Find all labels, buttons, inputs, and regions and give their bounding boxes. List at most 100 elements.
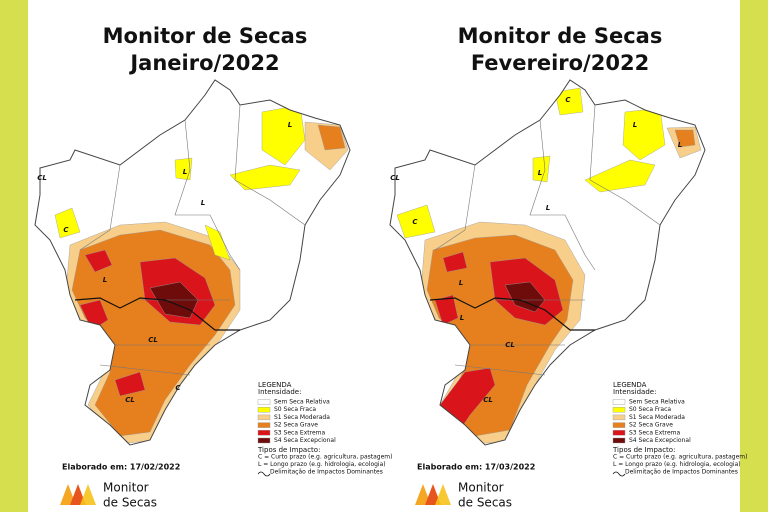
title: Monitor de Secas (458, 24, 663, 48)
legend-title: LEGENDA (613, 381, 647, 389)
legend-label: S3 Seca Extrema (274, 429, 325, 436)
drought-area (204, 224, 231, 261)
drought-area (54, 207, 81, 239)
drought-area (584, 159, 656, 193)
legend-subtitle: Tipos de Impacto: (612, 446, 675, 454)
legend-swatch (257, 414, 271, 421)
date: Elaborado em: 17/02/2022 (62, 463, 180, 472)
drought-area (532, 155, 551, 183)
logo-text: Monitor (103, 481, 149, 495)
impact-label: C = Curto prazo (e.g. agricultura, pasta… (258, 454, 393, 461)
legend-swatch (612, 414, 626, 421)
impact-label: C = Curto prazo (e.g. agricultura, pasta… (613, 454, 748, 461)
subtitle: Janeiro/2022 (128, 51, 279, 75)
map-label: L (633, 121, 637, 129)
logo-text: de Secas (103, 496, 157, 510)
impact-label: Delimitação de Impactos Dominantes (625, 469, 738, 476)
drought-area (674, 129, 696, 148)
map-label: CL (37, 174, 47, 182)
legend-label: S2 Seca Grave (274, 422, 318, 429)
subtitle: Fevereiro/2022 (471, 51, 649, 75)
drought-areas (396, 87, 702, 445)
map-label: C (175, 384, 181, 392)
map-label: L (288, 121, 292, 129)
drought-area (174, 157, 193, 181)
impact-label: L = Longo prazo (e.g. hidrologia, ecolog… (258, 461, 386, 468)
state-border (589, 104, 661, 226)
state-border (234, 104, 306, 226)
legend-label: S2 Seca Grave (629, 422, 673, 429)
map-label: C (565, 96, 571, 104)
side-band (0, 0, 28, 512)
drought-area (229, 164, 301, 191)
legend-swatch (612, 407, 626, 413)
map-label: CL (483, 396, 493, 404)
state-border (174, 119, 241, 271)
drought-area (396, 204, 436, 239)
panel: Monitor de SecasJaneiro/2022LCLCLLLCLCLC… (34, 24, 393, 510)
drought-area (442, 251, 468, 273)
legend-swatch (257, 399, 271, 405)
drought-areas (54, 104, 349, 445)
legend-label: S1 Seca Moderada (274, 414, 330, 421)
legend-swatch (257, 430, 271, 436)
legend-swatch (612, 399, 626, 405)
legend-label: S0 Seca Fraca (274, 406, 316, 413)
map-label: L (678, 141, 682, 149)
legend-label: S0 Seca Fraca (629, 406, 671, 413)
legend-swatch (257, 407, 271, 413)
drought-area (317, 124, 346, 151)
map-label: L (459, 279, 463, 287)
legend-subtitle: Tipos de Impacto: (257, 446, 320, 454)
map-label: C (412, 218, 418, 226)
logo-mark (80, 484, 96, 505)
legend-label: Sem Seca Relativa (274, 399, 330, 406)
logo-text: Monitor (458, 481, 504, 495)
map-label: L (201, 199, 205, 207)
map-label: L (103, 276, 107, 284)
drought-area (84, 249, 113, 273)
legend-label: S4 Seca Excepcional (274, 437, 336, 444)
legend-title: LEGENDA (258, 381, 292, 389)
country-border (34, 79, 351, 446)
legend-label: S3 Seca Extrema (629, 429, 680, 436)
impact-label: Delimitação de Impactos Dominantes (270, 469, 383, 476)
logo-mark (435, 484, 451, 505)
legend-label: Sem Seca Relativa (629, 399, 685, 406)
impact-label: L = Longo prazo (e.g. hidrologia, ecolog… (613, 461, 741, 468)
state-border (79, 164, 121, 251)
drought-area (114, 371, 146, 397)
state-border (454, 364, 546, 376)
state-border (434, 164, 476, 251)
title: Monitor de Secas (103, 24, 308, 48)
logo-text: de Secas (458, 496, 512, 510)
legend-subtitle: Intensidade: (258, 388, 301, 396)
country-border (389, 79, 706, 446)
map-label: CL (148, 336, 158, 344)
legend-swatch (612, 430, 626, 436)
map-label: CL (505, 341, 515, 349)
legend-label: S4 Seca Excepcional (629, 437, 691, 444)
drought-area (504, 281, 546, 313)
state-border (529, 119, 596, 271)
state-border (99, 364, 191, 376)
drought-area (434, 294, 459, 326)
drought-area (554, 87, 584, 116)
map-label: C (63, 226, 69, 234)
legend-subtitle: Intensidade: (613, 388, 656, 396)
legend-swatch (612, 437, 626, 444)
panel: Monitor de SecasFevereiro/2022CLCLCLLLLC… (389, 24, 748, 510)
map-label: L (538, 169, 542, 177)
impact-boundary (74, 297, 240, 331)
map-label: CL (125, 396, 135, 404)
map-label: CL (390, 174, 400, 182)
boundary-symbol (612, 471, 626, 477)
legend-swatch (257, 422, 271, 428)
map-label: L (460, 314, 464, 322)
legend-label: S1 Seca Moderada (629, 414, 685, 421)
legend-swatch (612, 422, 626, 428)
date: Elaborado em: 17/03/2022 (417, 463, 535, 472)
map-label: L (183, 168, 187, 176)
side-band (740, 0, 768, 512)
